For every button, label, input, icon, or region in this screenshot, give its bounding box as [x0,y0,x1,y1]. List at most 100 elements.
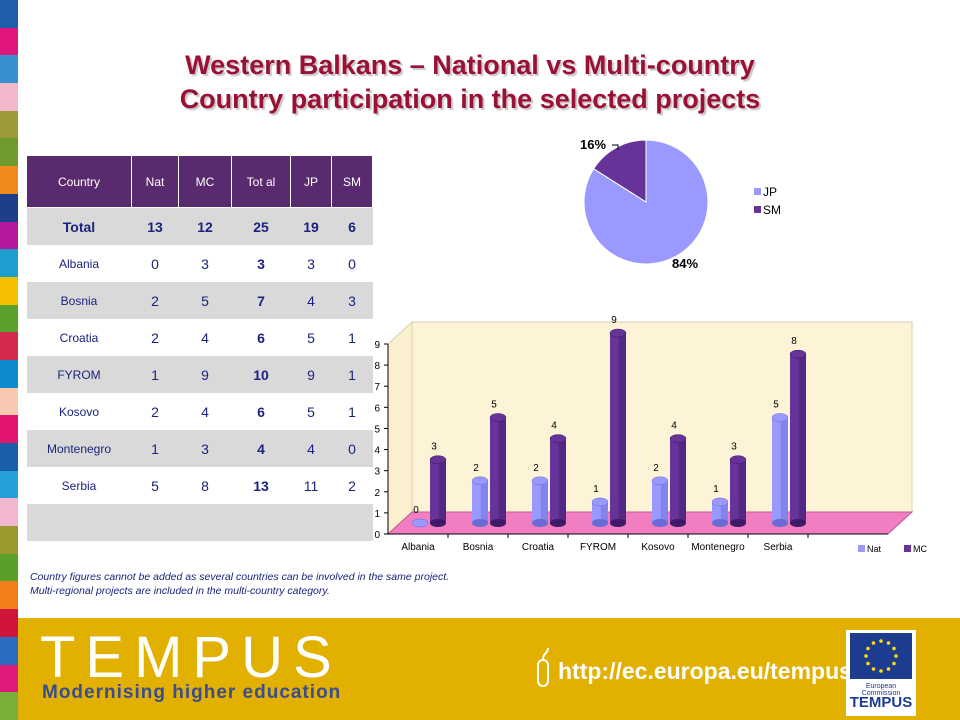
data-label-mc: 9 [611,315,617,326]
cell: 6 [257,329,265,346]
bar-nat [411,518,429,528]
stripe-block [0,498,18,527]
y-tick-label: 9 [374,340,380,351]
bar-mc [669,434,687,527]
pie-data-label: 84% [672,256,698,271]
bar-mc [549,434,567,527]
bar-nat [651,476,669,527]
cell: 6 [257,403,265,420]
header-mc: MC [178,155,232,208]
legend-swatch [858,545,865,552]
cell: 13 [131,207,179,245]
cell: Kosovo [58,404,100,419]
tempus-tagline: Modernising higher education [42,682,342,703]
y-tick-label: 6 [374,403,380,414]
star-icon [866,661,870,666]
stripe-block [0,526,18,554]
cell: 1 [131,356,179,393]
page-title-line1: Western Balkans – National vs Multi-coun… [185,50,755,80]
table-row: Albania 0 3 3 3 0 [27,245,373,282]
data-label-mc: 3 [431,442,437,453]
page-title-line2: Country participation in the selected pr… [179,84,761,114]
cell: 0 [348,255,356,272]
star-icon [879,669,883,673]
star-icon [886,641,891,645]
star-icon [892,661,896,666]
stripe-block [0,193,18,222]
cell [290,504,332,541]
cell: 2 [151,403,159,420]
table-row-total: Total 13 12 25 19 6 [26,207,373,245]
data-label-nat: 2 [533,463,539,474]
stripe-block [0,692,18,720]
bar-nat [471,476,489,527]
header-country: Country [26,155,132,208]
data-label-nat: 1 [713,484,719,495]
bar-mc [429,455,447,527]
x-tick-label: Bosnia [463,542,494,553]
cell: Albania [58,256,100,271]
stripe-block [0,304,18,333]
cell: 9 [290,356,332,393]
y-tick-label: 2 [374,488,380,499]
header-sm: SM [331,155,373,208]
data-label-nat: 0 [413,505,419,516]
eu-flag-icon [850,633,912,679]
star-icon [879,639,883,643]
star-icon [871,667,876,671]
chart-side-wall [387,320,413,536]
color-stripe [0,0,18,720]
data-label-nat: 2 [473,463,479,474]
stripe-block [0,581,18,610]
table-header-row: Country Nat MC Tot al JP SM [26,155,373,208]
legend-label: Nat [867,544,882,554]
mouse-icon [537,648,549,687]
stripe-block [0,0,18,28]
cell: Bosnia [26,282,132,319]
tempus-url-link[interactable]: http://ec.europa.eu/tempus [558,658,852,684]
header-nat: Nat [131,155,179,208]
cell: 11 [303,477,319,494]
cell: 3 [331,282,373,319]
stripe-block [0,249,18,277]
stripe-block [0,553,18,582]
footer-banner: TEMPUS Modernising higher education http… [18,618,960,720]
x-tick-label: Montenegro [691,542,745,553]
table-row: FYROM 1 9 10 9 1 [26,356,373,393]
cell: 19 [290,207,332,245]
cell: 2 [131,282,179,319]
cell: 7 [231,282,291,319]
cell: Montenegro [26,430,132,467]
cell: FYROM [26,356,132,393]
cell: 4 [201,329,209,346]
pie-slice-sm [592,139,647,203]
bar-nat [591,497,609,527]
y-tick-label: 3 [374,467,380,478]
cell: 5 [307,403,315,420]
x-tick-label: Kosovo [641,542,675,553]
table-row: Kosovo 2 4 6 5 1 [27,393,373,430]
cell: 2 [151,329,159,346]
x-tick-label: Croatia [522,542,555,553]
cell: 9 [178,356,232,393]
stripe-block [0,415,18,443]
legend-label: MC [913,544,927,554]
cell: 2 [348,477,356,494]
cell: 3 [201,255,209,272]
cell: Serbia [61,478,97,493]
cell: 4 [290,282,332,319]
bar-nat [771,413,789,527]
stripe-block [0,27,18,56]
stripe-block [0,166,18,194]
table-row-empty [26,504,373,541]
stripe-block [0,664,18,693]
cell: 13 [253,477,269,494]
cell: 4 [201,403,209,420]
header-total: Tot al [231,155,291,208]
bar-nat [531,476,549,527]
cell [26,504,132,541]
stripe-block [0,359,18,388]
data-label-nat: 1 [593,484,599,495]
cell [178,504,232,541]
legend-label: JP [763,185,777,199]
